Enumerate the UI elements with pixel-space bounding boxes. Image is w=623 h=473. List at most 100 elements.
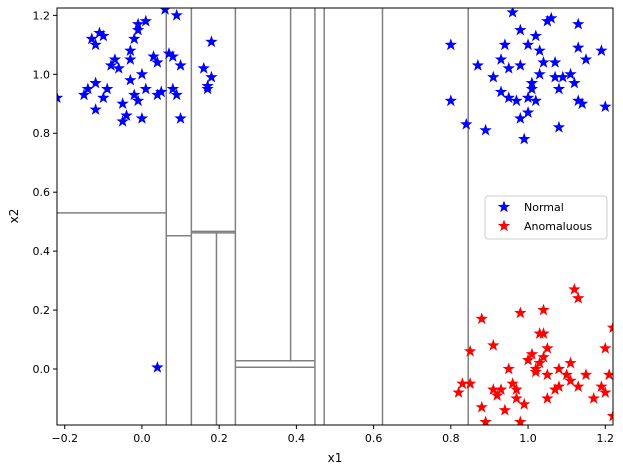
- point-normal-56: [502, 91, 515, 104]
- point-normal-32: [155, 85, 168, 98]
- y-tick-label-5: 1.0: [33, 68, 51, 81]
- point-normal-72: [533, 44, 546, 56]
- point-anomaluous-5: [475, 400, 488, 413]
- point-anomaluous-18: [518, 397, 531, 410]
- point-normal-38: [174, 58, 187, 71]
- x-tick-label-2: 0.2: [210, 432, 228, 445]
- point-normal-47: [444, 38, 458, 51]
- point-normal-84: [572, 41, 585, 54]
- point-anomaluous-7: [487, 338, 500, 351]
- data-points: [57, 8, 613, 425]
- point-normal-24: [139, 14, 152, 27]
- point-anomaluous-43: [599, 386, 612, 398]
- y-axis-label: x2: [7, 209, 21, 224]
- point-normal-41: [197, 61, 210, 74]
- x-tick-label-4: 0.6: [365, 432, 383, 445]
- point-normal-52: [487, 70, 500, 83]
- point-normal-6: [89, 76, 102, 89]
- point-normal-60: [514, 58, 527, 71]
- point-anomaluous-28: [541, 341, 554, 354]
- point-normal-58: [506, 8, 519, 18]
- point-anomaluous-15: [510, 391, 523, 404]
- x-tick-label-7: 1.2: [597, 432, 615, 445]
- point-normal-23: [131, 17, 145, 30]
- y-tick-label-6: 1.2: [33, 9, 51, 22]
- point-normal-21: [128, 32, 141, 45]
- point-anomaluous-31: [548, 383, 562, 395]
- point-anomaluous-32: [552, 362, 566, 375]
- point-normal-34: [162, 47, 176, 59]
- point-normal-26: [131, 94, 145, 107]
- point-normal-40: [174, 112, 187, 124]
- point-normal-25: [135, 67, 149, 80]
- point-normal-81: [564, 67, 577, 80]
- plot-frame: [56, 7, 614, 426]
- legend-marker-normal: [497, 200, 511, 213]
- point-normal-7: [97, 91, 110, 104]
- x-tick-label-1: 0.0: [133, 432, 151, 445]
- point-anomaluous-16: [514, 306, 527, 319]
- point-normal-87: [579, 53, 593, 65]
- point-anomaluous-29: [541, 368, 554, 381]
- point-anomaluous-45: [602, 368, 613, 381]
- point-anomaluous-4: [475, 312, 488, 325]
- point-normal-62: [514, 112, 527, 124]
- point-normal-61: [514, 23, 527, 36]
- point-anomaluous-47: [606, 409, 613, 422]
- point-normal-31: [151, 88, 164, 101]
- point-anomaluous-25: [537, 303, 550, 316]
- point-normal-73: [537, 56, 550, 68]
- point-anomaluous-17: [514, 415, 527, 425]
- point-normal-45: [205, 35, 218, 48]
- point-anomaluous-46: [606, 321, 613, 334]
- point-anomaluous-20: [525, 347, 539, 360]
- point-normal-0: [57, 91, 64, 104]
- point-normal-35: [166, 50, 180, 62]
- point-anomaluous-42: [595, 380, 608, 392]
- point-normal-9: [97, 29, 110, 42]
- point-anomaluous-0: [452, 386, 465, 398]
- legend-box: [484, 195, 608, 240]
- point-anomaluous-6: [479, 415, 492, 425]
- point-anomaluous-12: [502, 362, 515, 375]
- point-normal-75: [545, 11, 558, 24]
- point-anomaluous-30: [541, 391, 554, 404]
- point-anomaluous-27: [537, 350, 550, 363]
- point-normal-5: [93, 26, 106, 39]
- point-normal-19: [124, 53, 137, 65]
- point-normal-57: [502, 61, 515, 74]
- legend-label-anomaluous: Anomaluous: [524, 220, 592, 233]
- point-normal-85: [572, 17, 585, 30]
- point-normal-8: [101, 82, 114, 95]
- x-axis-label: x1: [328, 451, 343, 465]
- point-normal-18: [128, 88, 141, 101]
- point-normal-37: [170, 88, 183, 101]
- legend-marker-anomaluous: [497, 219, 511, 232]
- y-tick-label-1: 0.2: [33, 304, 51, 317]
- point-anomaluous-11: [498, 403, 512, 416]
- point-anomaluous-24: [533, 356, 546, 369]
- x-tick-label-5: 0.8: [442, 432, 460, 445]
- point-anomaluous-40: [579, 368, 593, 381]
- point-normal-59: [510, 94, 523, 107]
- x-tick-label-0: −0.2: [51, 432, 78, 445]
- point-normal-63: [518, 132, 531, 145]
- point-normal-3: [85, 32, 98, 45]
- point-normal-1: [77, 88, 91, 101]
- point-normal-10: [89, 103, 102, 115]
- point-normal-66: [521, 38, 535, 51]
- point-normal-13: [112, 61, 125, 74]
- point-anomaluous-10: [494, 383, 508, 395]
- point-anomaluous-1: [456, 377, 469, 389]
- point-normal-15: [120, 109, 133, 121]
- point-normal-30: [151, 56, 164, 68]
- point-anomaluous-33: [552, 380, 566, 392]
- x-axis-ticks: −0.2 0.0 0.2 0.4 0.6 0.8 1.0 1.2: [51, 425, 614, 445]
- legend-label-normal: Normal: [524, 201, 564, 214]
- point-normal-14: [116, 114, 129, 127]
- point-normal-68: [525, 76, 539, 89]
- point-normal-79: [552, 82, 566, 95]
- point-normal-29: [147, 50, 160, 62]
- y-tick-label-4: 0.8: [33, 127, 51, 140]
